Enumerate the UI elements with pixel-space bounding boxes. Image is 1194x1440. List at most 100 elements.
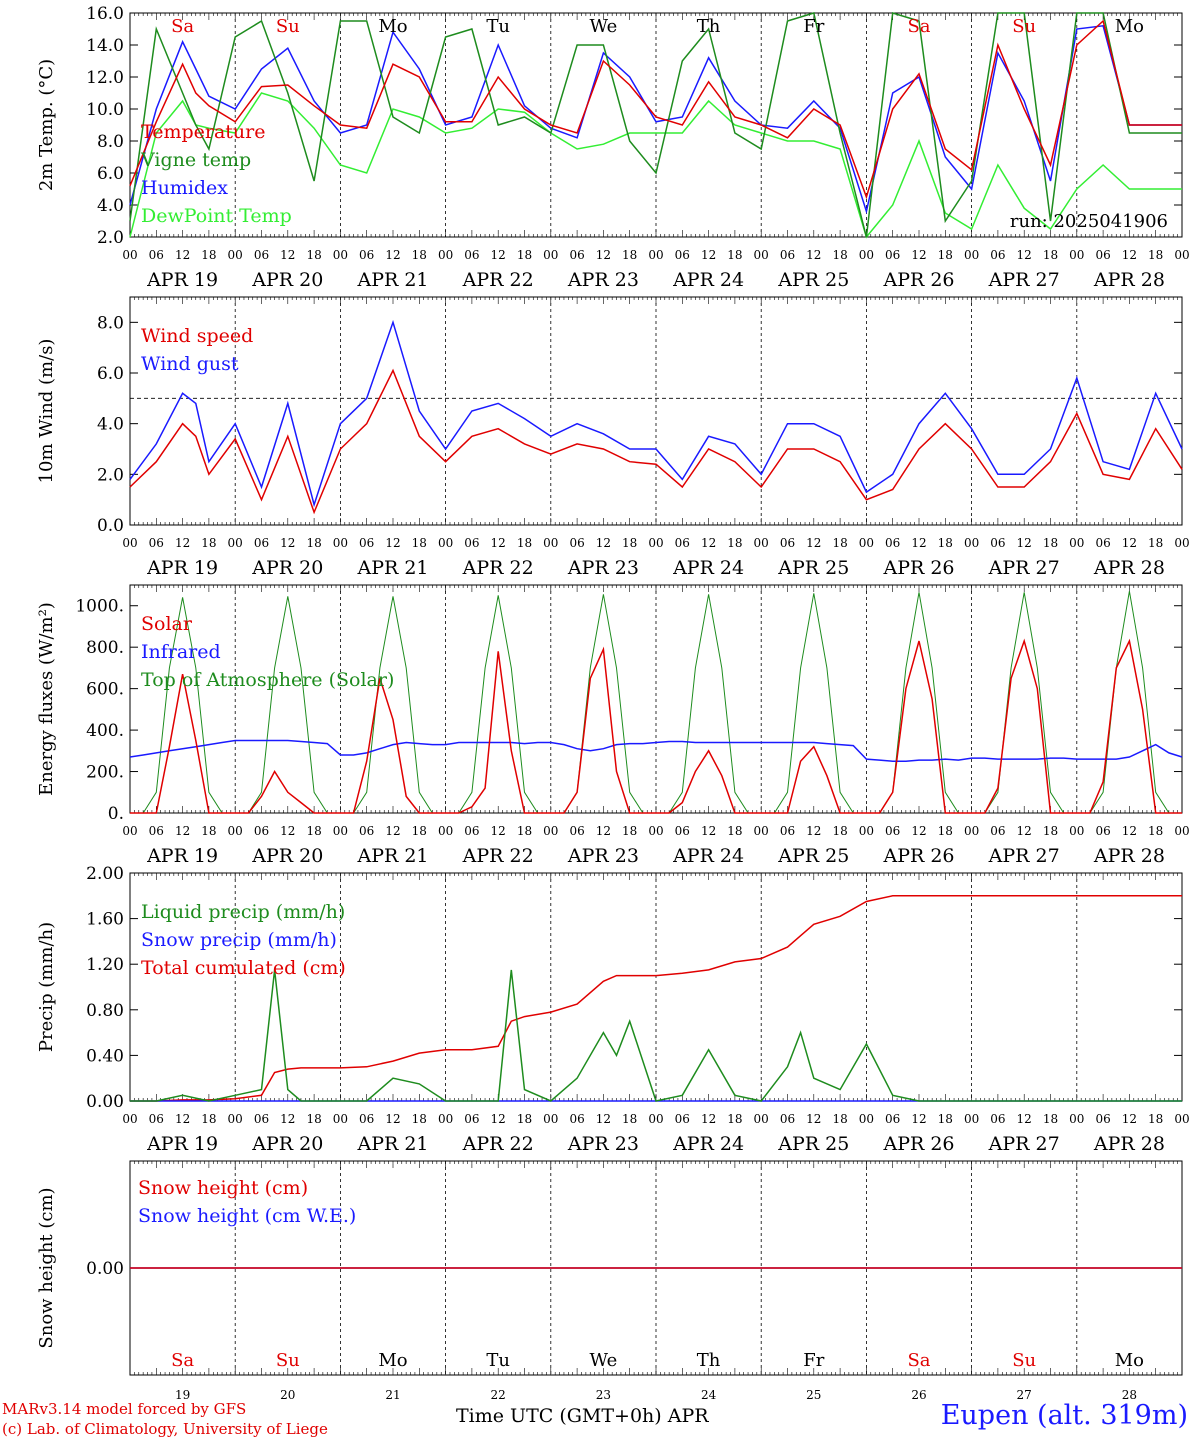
day-name-label: Su (1012, 1350, 1036, 1371)
day-number-label: 25 (806, 1388, 821, 1402)
date-label: APR 20 (251, 845, 323, 867)
hour-tick-label: 18 (727, 824, 742, 838)
date-label: APR 24 (672, 269, 744, 291)
hour-tick-label: 18 (1043, 536, 1058, 550)
hour-tick-label: 12 (175, 1112, 190, 1126)
hour-tick-label: 00 (964, 1112, 979, 1126)
hour-tick-label: 00 (228, 536, 243, 550)
hour-tick-label: 18 (412, 536, 427, 550)
date-label: APR 23 (567, 845, 639, 867)
hour-tick-label: 12 (280, 248, 295, 262)
day-number-label: 23 (596, 1388, 611, 1402)
hour-tick-label: 12 (491, 536, 506, 550)
series-line-1 (129, 19, 1182, 200)
hour-tick-label: 06 (359, 248, 374, 262)
hour-tick-label: 12 (1122, 248, 1137, 262)
series-line-3 (129, 24, 1182, 215)
y-tick-label: 0.40 (86, 1046, 124, 1066)
hour-tick-label: 06 (464, 824, 479, 838)
day-name-label: Fr (803, 1350, 824, 1371)
hour-tick-label: 06 (569, 248, 584, 262)
hour-tick-label: 12 (701, 824, 716, 838)
y-tick-label: 8.0 (97, 313, 124, 333)
hour-tick-label: 06 (254, 536, 269, 550)
date-label: APR 22 (462, 269, 534, 291)
hour-tick-label: 06 (464, 536, 479, 550)
day-number-label: 28 (1122, 1388, 1137, 1402)
day-name-label: Su (1012, 16, 1036, 37)
day-name-label: Sa (171, 1350, 194, 1371)
hour-tick-label: 00 (122, 824, 137, 838)
date-label: APR 21 (356, 845, 428, 867)
series-line-2 (129, 12, 1182, 238)
hour-tick-label: 18 (306, 536, 321, 550)
plot-frame (129, 12, 1183, 238)
day-number-label: 27 (1017, 1388, 1032, 1402)
hour-tick-label: 18 (517, 824, 532, 838)
hour-tick-label: 18 (201, 1112, 216, 1126)
day-name-label: Th (697, 16, 721, 37)
y-tick-label: 8.0 (97, 132, 124, 152)
hour-tick-label: 06 (254, 824, 269, 838)
hour-tick-label: 00 (438, 824, 453, 838)
hour-tick-label: 06 (464, 248, 479, 262)
legend-item: Snow precip (mm/h) (141, 929, 337, 951)
hour-tick-label: 00 (859, 536, 874, 550)
day-name-label: Su (276, 1350, 300, 1371)
hour-tick-label: 06 (254, 248, 269, 262)
hour-tick-label: 12 (385, 824, 400, 838)
date-label: APR 19 (146, 845, 218, 867)
y-tick-label: 10.0 (86, 100, 124, 120)
y-tick-label: 4.0 (97, 196, 124, 216)
lab-credit: (c) Lab. of Climatology, University of L… (2, 1420, 328, 1438)
date-label: APR 25 (777, 557, 849, 579)
hour-tick-label: 18 (517, 536, 532, 550)
hour-tick-label: 00 (333, 248, 348, 262)
day-name-label: We (590, 1350, 618, 1371)
hour-tick-label: 00 (122, 536, 137, 550)
y-tick-label: 14.0 (86, 36, 124, 56)
y-tick-label: 4.0 (97, 415, 124, 435)
hour-tick-label: 18 (622, 248, 637, 262)
hour-tick-label: 00 (438, 1112, 453, 1126)
date-label: APR 21 (356, 269, 428, 291)
hour-tick-label: 06 (780, 248, 795, 262)
hour-tick-label: 18 (832, 536, 847, 550)
hour-tick-label: 06 (675, 248, 690, 262)
date-label: APR 19 (146, 557, 218, 579)
hour-tick-label: 18 (727, 248, 742, 262)
date-label: APR 27 (988, 557, 1060, 579)
hour-tick-label: 06 (149, 248, 164, 262)
date-label: APR 19 (146, 1133, 218, 1155)
hour-tick-label: 18 (938, 1112, 953, 1126)
y-tick-label: 2.0 (97, 228, 124, 248)
hour-tick-label: 06 (780, 1112, 795, 1126)
hour-tick-label: 18 (1043, 248, 1058, 262)
day-number-label: 20 (280, 1388, 295, 1402)
date-label: APR 24 (672, 845, 744, 867)
hour-tick-label: 18 (1148, 824, 1163, 838)
hour-tick-label: 00 (228, 824, 243, 838)
hour-tick-label: 06 (1095, 824, 1110, 838)
series-line-1 (129, 368, 1183, 515)
date-label: APR 24 (672, 557, 744, 579)
y-axis-label: Precip (mm/h) (36, 922, 57, 1052)
legend-item: Top of Atmosphere (Solar) (141, 669, 394, 691)
date-label: APR 22 (462, 1133, 534, 1155)
hour-tick-label: 18 (938, 824, 953, 838)
hour-tick-label: 06 (675, 536, 690, 550)
hour-tick-label: 18 (1043, 824, 1058, 838)
hour-tick-label: 18 (412, 1112, 427, 1126)
hour-tick-label: 06 (359, 824, 374, 838)
hour-tick-label: 18 (306, 824, 321, 838)
hour-tick-label: 00 (543, 824, 558, 838)
hour-tick-label: 06 (780, 536, 795, 550)
hour-tick-label: 12 (596, 824, 611, 838)
date-label: APR 21 (356, 1133, 428, 1155)
y-tick-label: 200. (86, 763, 124, 783)
y-axis-label: Energy fluxes (W/m²) (36, 602, 57, 796)
hour-tick-label: 00 (648, 1112, 663, 1126)
hour-tick-label: 00 (228, 248, 243, 262)
day-name-label: Mo (1115, 1350, 1144, 1371)
date-label: APR 22 (462, 845, 534, 867)
